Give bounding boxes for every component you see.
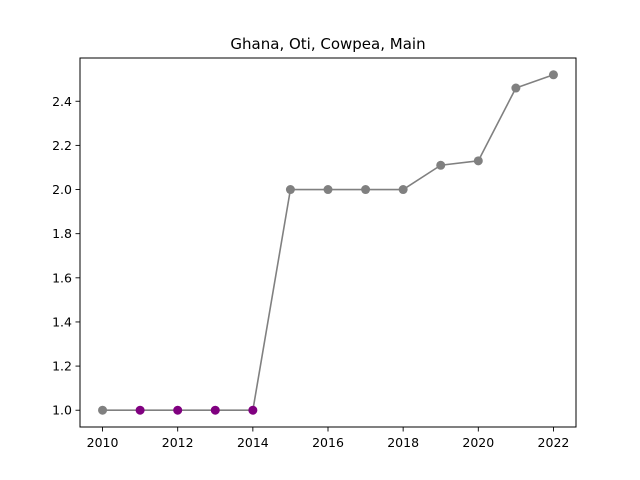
- data-point: [135, 405, 145, 415]
- data-point: [361, 185, 371, 195]
- y-tick-label: 2.4: [52, 94, 72, 109]
- y-tick-label: 2.0: [52, 182, 72, 197]
- data-point: [323, 185, 333, 195]
- x-tick-label: 2018: [387, 435, 419, 450]
- data-point: [248, 405, 258, 415]
- x-tick-label: 2010: [87, 435, 119, 450]
- y-tick-label: 1.2: [52, 359, 72, 374]
- data-point: [98, 405, 108, 415]
- x-tick-label: 2016: [312, 435, 344, 450]
- x-tick-label: 2014: [237, 435, 269, 450]
- x-tick-label: 2012: [162, 435, 194, 450]
- data-point: [398, 185, 408, 195]
- x-tick-label: 2022: [538, 435, 570, 450]
- x-tick-label: 2020: [462, 435, 494, 450]
- chart-title: Ghana, Oti, Cowpea, Main: [230, 35, 425, 53]
- y-tick-label: 1.6: [52, 270, 72, 285]
- y-tick-label: 2.2: [52, 138, 72, 153]
- data-point: [285, 185, 295, 195]
- data-point: [173, 405, 183, 415]
- plot-area: 2010 2012 2014 2016 2018 2020 2022 1.0 1.2 1.4 1.6…: [52, 57, 577, 450]
- data-point: [436, 160, 446, 170]
- y-tick-label: 1.0: [52, 403, 72, 418]
- data-point: [210, 405, 220, 415]
- y-tick-label: 1.8: [52, 226, 72, 241]
- axes-frame: [79, 57, 577, 428]
- y-tick-label: 1.4: [52, 314, 72, 329]
- data-point: [473, 156, 483, 166]
- data-point: [511, 83, 521, 93]
- data-point: [548, 70, 558, 80]
